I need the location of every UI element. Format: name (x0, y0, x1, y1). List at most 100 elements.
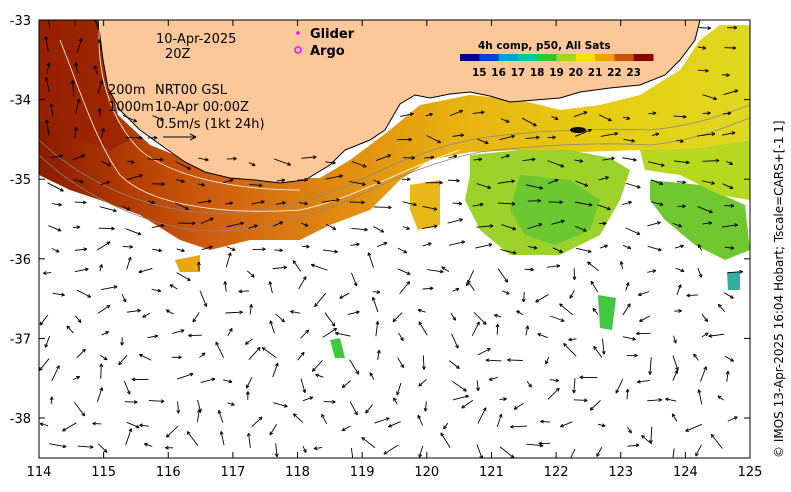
current-arrow-head (228, 381, 233, 384)
current-arrow-head (196, 261, 200, 266)
current-arrow (400, 113, 414, 117)
current-arrow (218, 410, 224, 423)
current-arrow (726, 371, 729, 382)
current-arrow-head (246, 432, 249, 437)
current-arrow (697, 267, 702, 278)
current-arrow-head (681, 268, 685, 272)
current-arrow-head (80, 179, 84, 183)
current-arrow-head (717, 395, 722, 398)
current-arrow-head (98, 39, 102, 43)
current-arrow (471, 321, 480, 336)
current-arrow-head (118, 361, 120, 365)
sst-shelf-band (39, 20, 750, 250)
current-arrow-head (228, 327, 233, 331)
current-arrow-head (408, 137, 412, 140)
current-arrow-head (730, 247, 735, 250)
current-arrow-head (250, 275, 255, 278)
current-arrow-head (258, 185, 263, 188)
current-arrow-head (304, 179, 308, 182)
current-arrow-head (482, 322, 487, 325)
current-arrow-head (258, 347, 261, 351)
current-arrow-head (281, 178, 286, 181)
current-arrow-head (61, 292, 65, 296)
current-arrow-head (685, 162, 690, 165)
current-arrow-head (229, 202, 233, 206)
current-arrow (175, 179, 185, 183)
current-arrow-head (455, 345, 459, 349)
current-arrow-head (111, 228, 115, 231)
coastal-feature (570, 127, 586, 133)
current-arrow-head (307, 329, 310, 334)
current-arrow-head (191, 222, 196, 226)
colorbar-tick-label: 20 (568, 67, 583, 79)
current-arrow-head (108, 162, 111, 166)
sst-cool-patch-3 (650, 180, 750, 260)
current-arrow (449, 109, 463, 117)
current-arrow (301, 222, 309, 227)
current-arrow (301, 156, 317, 159)
current-arrow (302, 396, 314, 402)
current-arrow-head (361, 436, 366, 439)
current-arrow-head (537, 198, 541, 202)
current-arrow (74, 98, 80, 114)
current-arrow-head (314, 303, 316, 307)
current-arrow-head (710, 434, 713, 438)
current-arrow-head (733, 25, 738, 29)
current-arrow (510, 425, 528, 428)
current-arrow (651, 201, 664, 206)
current-arrow (540, 420, 551, 423)
current-arrow-head (46, 62, 50, 67)
current-arrow-head (139, 174, 143, 178)
current-arrow-head (198, 261, 201, 266)
current-arrow-head (481, 111, 485, 115)
current-arrow (325, 223, 337, 230)
y-axis: -33 -34 -35 -36 -37 -38 (10, 14, 750, 427)
current-arrow (192, 312, 200, 323)
current-arrow (676, 139, 684, 142)
current-arrow (537, 333, 548, 339)
current-arrow (500, 154, 510, 159)
current-arrow-head (246, 385, 250, 389)
current-arrow-head (137, 310, 141, 313)
current-arrow (77, 445, 94, 448)
current-arrow (97, 80, 103, 94)
current-arrow-head (388, 423, 392, 428)
current-arrow-head (705, 70, 709, 73)
current-arrow (122, 114, 137, 123)
current-arrow-head (424, 408, 428, 412)
current-arrow-head (77, 376, 81, 380)
current-arrow (551, 220, 565, 225)
current-arrow-head (282, 318, 285, 323)
current-arrow-head (433, 224, 438, 227)
current-arrow-head (671, 462, 672, 465)
current-arrow-head (657, 249, 662, 252)
current-arrow (125, 428, 132, 446)
current-arrow (507, 359, 523, 361)
current-arrow (513, 402, 524, 410)
current-arrow (622, 244, 632, 249)
current-arrow (246, 270, 255, 278)
current-arrow (48, 225, 62, 232)
current-arrow-head (503, 398, 507, 402)
current-arrow-head (364, 227, 368, 231)
current-arrow (573, 399, 588, 401)
current-arrow (227, 328, 233, 337)
x-tick-label: 123 (608, 465, 633, 480)
current-arrow-head (625, 388, 629, 393)
current-arrow-head (583, 228, 587, 232)
current-arrow-head (637, 292, 642, 296)
current-arrow-head (707, 27, 711, 30)
current-arrow (314, 292, 327, 307)
current-arrow-head (485, 358, 490, 361)
current-arrow-head (702, 47, 706, 50)
current-arrow-head (423, 366, 426, 370)
current-arrow-head (83, 248, 88, 252)
current-arrow (275, 313, 285, 323)
current-arrow-head (574, 276, 577, 281)
current-arrow-head (559, 303, 564, 306)
current-arrow (269, 320, 275, 334)
current-arrow-head (76, 225, 81, 228)
current-arrow (74, 20, 76, 26)
current-arrow (573, 111, 588, 118)
current-arrow-head (418, 321, 423, 325)
